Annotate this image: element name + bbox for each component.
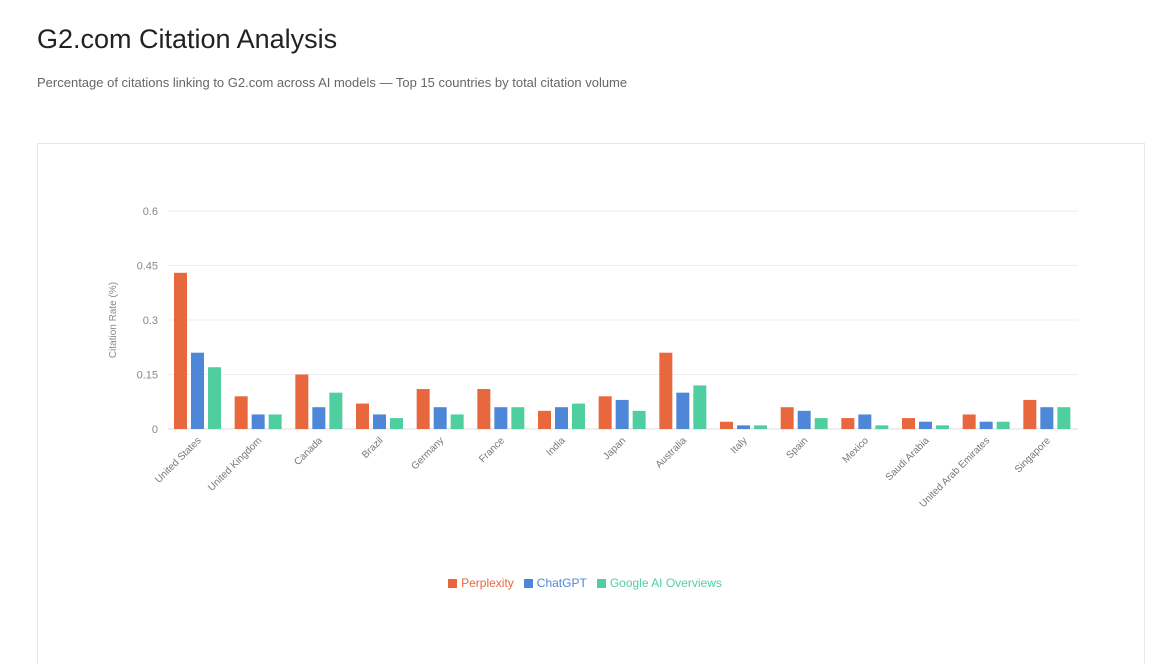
bar-google-ai-overviews (329, 392, 343, 429)
bar-chatgpt (312, 407, 326, 429)
bar-perplexity (962, 414, 976, 429)
x-tick-label: United Arab Emirates (918, 435, 993, 510)
y-tick-label: 0.6 (143, 206, 158, 218)
bar-chatgpt (1040, 407, 1054, 429)
bar-google-ai-overviews (390, 418, 403, 429)
x-tick-label: Italy (729, 435, 750, 456)
bar-chatgpt (555, 407, 568, 429)
y-tick-label: 0.15 (137, 370, 158, 382)
bar-perplexity (295, 374, 309, 429)
bar-chart: 0 0.15 0.3 0.45 0.6 Citation Rate (%) United S… (108, 206, 1078, 510)
x-tick-label: Saudi Arabia (884, 435, 932, 483)
bar-chatgpt (676, 392, 690, 429)
bar-google-ai-overviews (450, 414, 464, 429)
bar-google-ai-overviews (693, 385, 707, 429)
bar-chatgpt (373, 414, 386, 429)
y-axis-label: Citation Rate (%) (108, 282, 119, 358)
bar-perplexity (477, 389, 491, 429)
bar-perplexity (598, 396, 612, 429)
x-tick-label: India (545, 435, 568, 458)
x-tick-label: France (477, 435, 507, 465)
legend-swatch (523, 578, 533, 588)
bar-perplexity (174, 272, 187, 429)
bar-chatgpt (433, 407, 447, 429)
bar-chatgpt (191, 352, 204, 429)
page-subtitle: Percentage of citations linking to G2.co… (37, 75, 628, 90)
x-tick-label: Mexico (841, 435, 871, 465)
x-tick-label: United Kingdom (206, 435, 264, 493)
page-title: G2.com Citation Analysis (37, 24, 338, 54)
bar-chatgpt (251, 414, 265, 429)
y-tick-label: 0 (152, 424, 158, 436)
bar-google-ai-overviews (936, 425, 949, 429)
legend-item[interactable]: Google AI Overviews (596, 576, 722, 590)
chart-card (37, 143, 1145, 664)
legend-label: Perplexity (461, 576, 514, 590)
bar-google-ai-overviews (996, 421, 1010, 429)
bar-perplexity (902, 418, 915, 429)
legend-item[interactable]: Perplexity (448, 576, 514, 590)
bar-perplexity (1023, 399, 1037, 429)
bar-chatgpt (737, 425, 750, 429)
x-tick-label: Germany (409, 435, 446, 472)
bar-google-ai-overviews (208, 367, 221, 429)
bar-chatgpt (858, 414, 872, 429)
legend-swatch (596, 578, 606, 588)
y-tick-label: 0.3 (143, 315, 158, 327)
bar-perplexity (538, 410, 551, 429)
bar-google-ai-overviews (268, 414, 282, 429)
x-tick-label: Japan (601, 435, 628, 462)
bar-perplexity (780, 407, 794, 429)
bar-chatgpt (979, 421, 993, 429)
bar-google-ai-overviews (754, 425, 767, 429)
bar-chatgpt (615, 399, 629, 429)
bar-google-ai-overviews (632, 410, 646, 429)
bar-chatgpt (919, 421, 932, 429)
legend: Perplexity ChatGPT Google AI Overviews (0, 576, 1170, 591)
bar-chatgpt (797, 410, 811, 429)
bar-google-ai-overviews (875, 425, 889, 429)
bar-perplexity (841, 418, 855, 429)
legend-swatch (448, 578, 458, 588)
legend-label: Google AI Overviews (609, 576, 722, 590)
x-tick-label: Brazil (360, 435, 385, 460)
bar-perplexity (234, 396, 248, 429)
x-tick-label: Canada (292, 435, 325, 468)
bar-perplexity (720, 421, 733, 429)
bar-google-ai-overviews (814, 418, 828, 429)
x-tick-label: Singapore (1013, 435, 1053, 475)
legend-item[interactable]: ChatGPT (523, 576, 587, 590)
bar-perplexity (659, 352, 673, 429)
x-tick-label: Spain (784, 435, 810, 461)
bar-google-ai-overviews (1057, 407, 1071, 429)
y-tick-label: 0.45 (137, 261, 158, 273)
x-tick-label: Australia (654, 435, 690, 471)
bar-google-ai-overviews (572, 403, 585, 429)
bar-perplexity (416, 389, 430, 429)
x-tick-label: United States (153, 435, 203, 485)
bar-google-ai-overviews (511, 407, 525, 429)
bar-perplexity (356, 403, 369, 429)
bar-chatgpt (494, 407, 508, 429)
legend-label: ChatGPT (536, 576, 587, 590)
